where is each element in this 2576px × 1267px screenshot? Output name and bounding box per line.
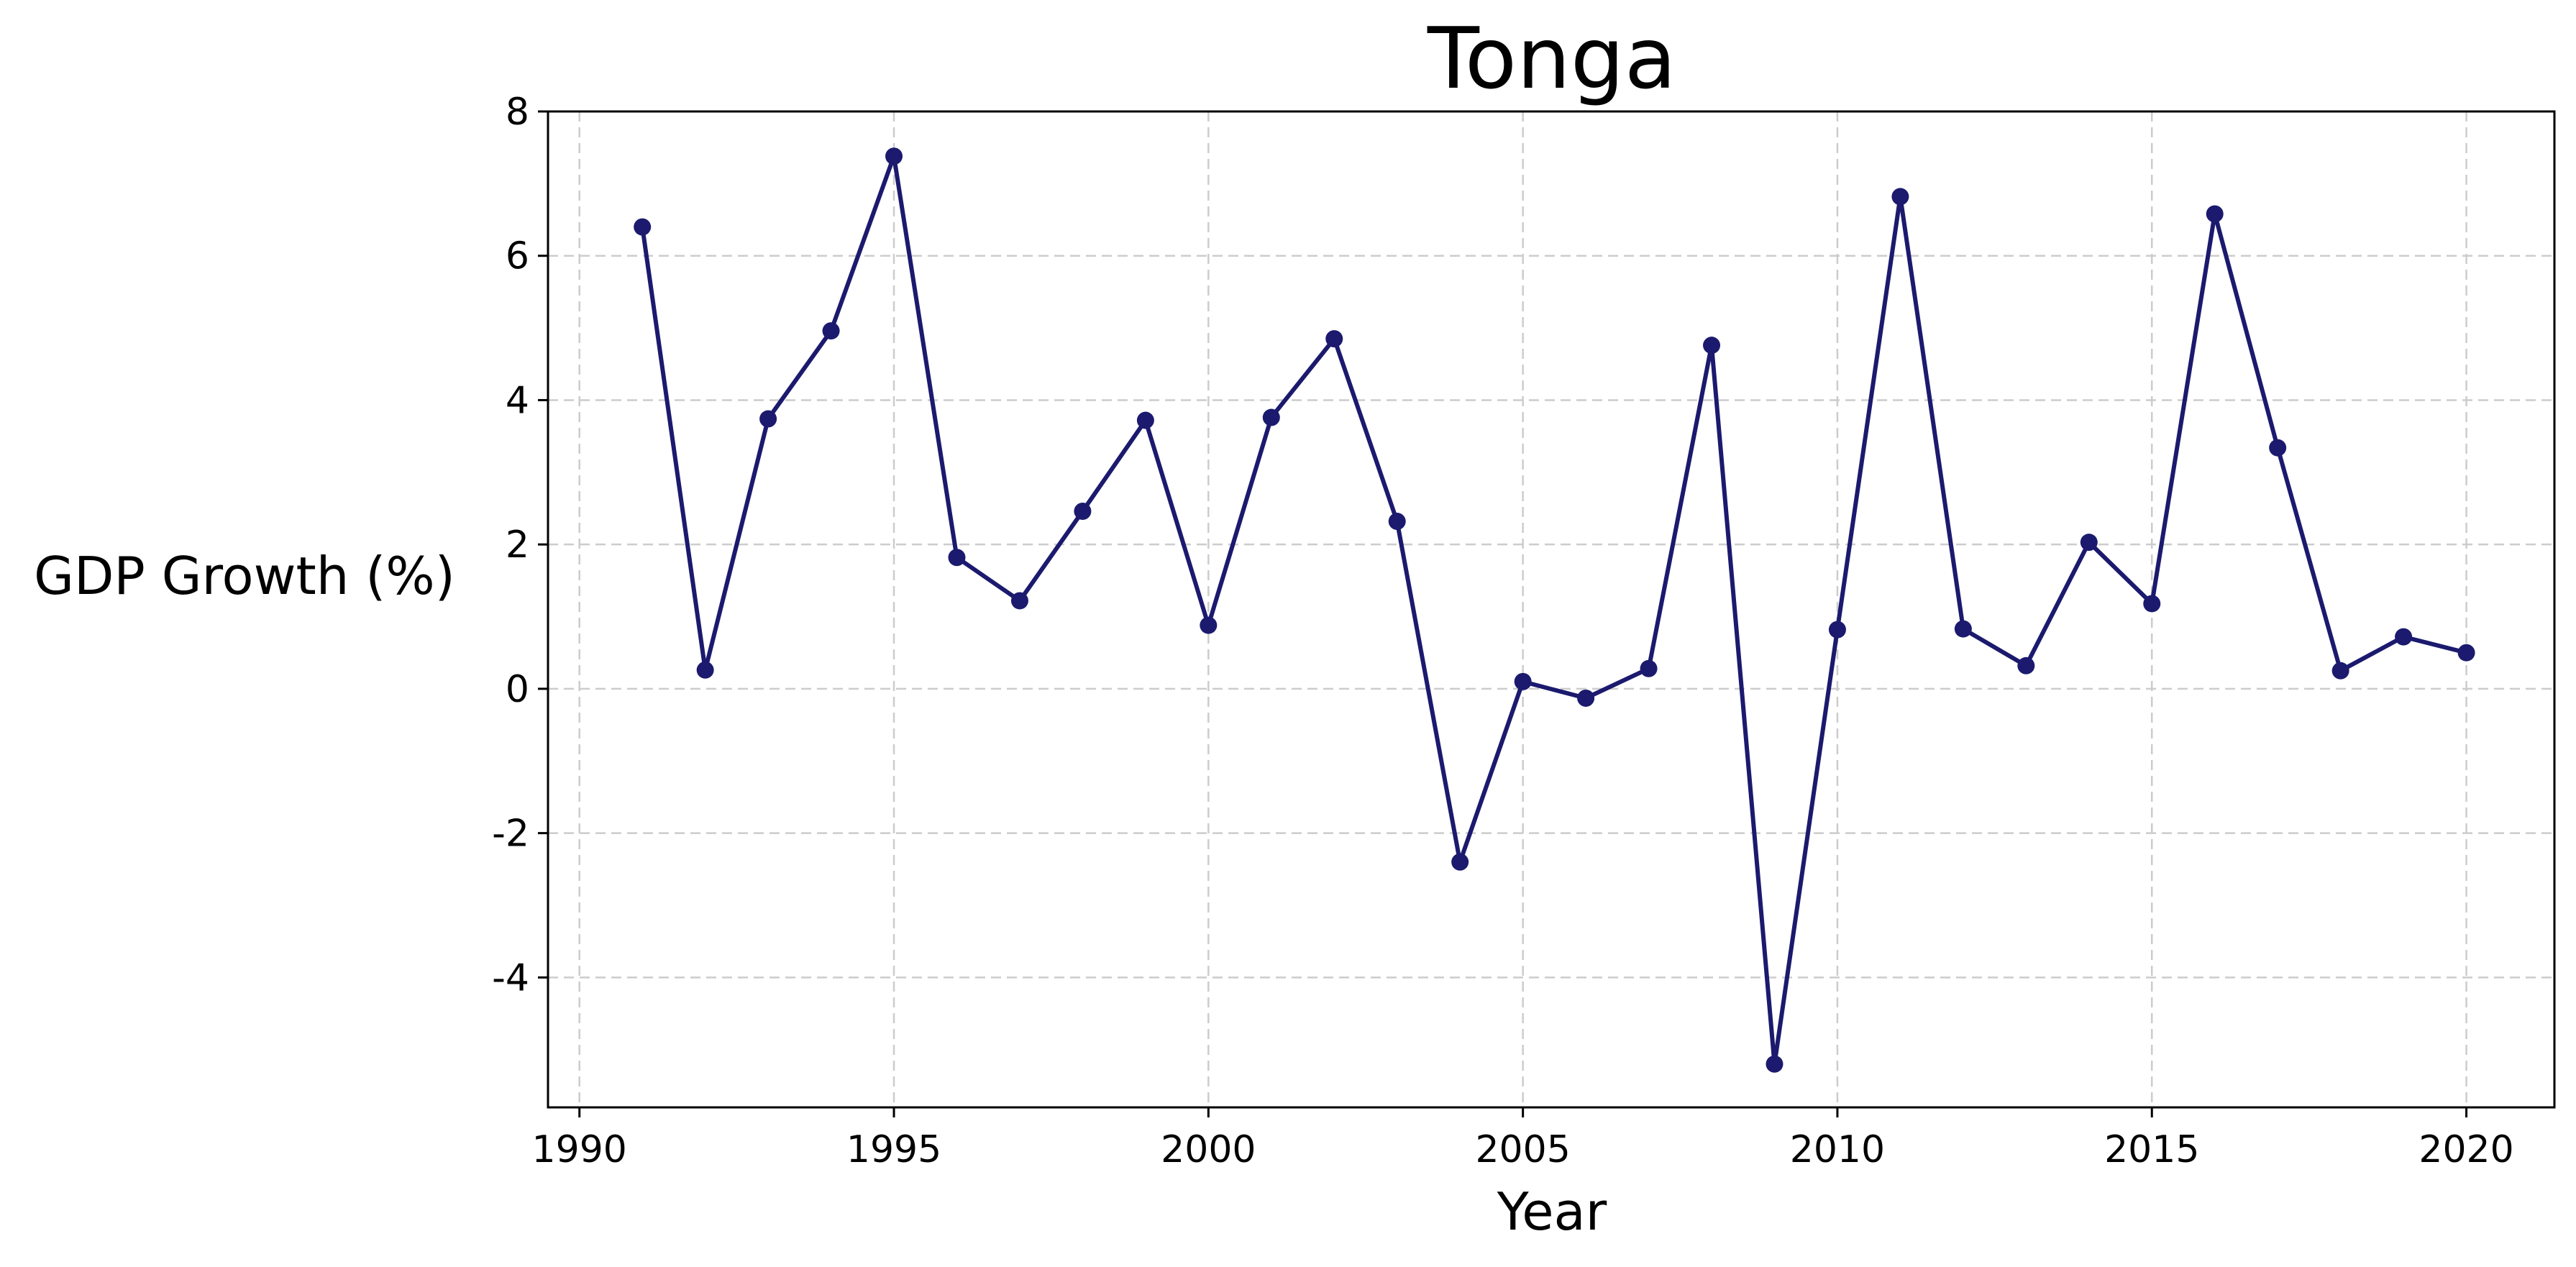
x-tick-label: 2010 xyxy=(1790,1128,1885,1171)
data-point xyxy=(759,410,777,428)
data-point xyxy=(2395,628,2413,646)
data-point xyxy=(2269,439,2287,457)
chart-title: Tonga xyxy=(1427,9,1676,108)
data-point xyxy=(1954,620,1972,638)
data-point xyxy=(696,661,714,679)
data-point xyxy=(1388,513,1406,531)
y-tick-label: 6 xyxy=(506,235,529,278)
x-tick-label: 1995 xyxy=(846,1128,941,1171)
series-layer xyxy=(634,147,2475,1073)
data-point xyxy=(1136,411,1154,429)
data-point xyxy=(2457,644,2475,662)
series-line xyxy=(640,154,2469,1066)
data-point xyxy=(2017,657,2035,674)
y-tick-label: 4 xyxy=(506,379,529,422)
y-tick-label: -2 xyxy=(492,813,529,856)
x-tick-label: 2020 xyxy=(2419,1128,2513,1171)
x-tick-label: 2000 xyxy=(1161,1128,1256,1171)
data-point xyxy=(1262,408,1280,426)
data-point xyxy=(1010,592,1028,610)
x-tick-label: 2015 xyxy=(2104,1128,2199,1171)
data-point xyxy=(1514,672,1532,690)
data-point xyxy=(1703,337,1721,355)
data-point xyxy=(1451,853,1469,871)
data-point xyxy=(822,322,840,340)
plot-frame xyxy=(547,110,2556,1109)
data-point xyxy=(2206,205,2224,223)
y-tick-label: -4 xyxy=(492,956,529,1000)
grid xyxy=(548,110,2554,1107)
data-point xyxy=(1891,188,1909,206)
y-axis-label: GDP Growth (%) xyxy=(34,546,455,606)
data-point xyxy=(1577,689,1595,707)
data-point xyxy=(1828,621,1846,639)
data-point xyxy=(2080,534,2098,552)
y-tick-label: 8 xyxy=(506,91,529,134)
x-axis-label: Year xyxy=(1497,1181,1607,1242)
data-point xyxy=(1200,616,1218,634)
x-tick-label: 2005 xyxy=(1475,1128,1570,1171)
data-point xyxy=(1766,1055,1783,1073)
data-point xyxy=(2143,595,2161,613)
y-tick-label: 2 xyxy=(506,523,529,567)
data-point xyxy=(1325,330,1343,348)
data-point xyxy=(885,147,903,165)
y-tick-label: 0 xyxy=(506,668,529,711)
axis-ticks: 1990 1995 2000 2005 2010 2015 2020 -4 -2 0 2 4 6 8 xyxy=(492,91,2514,1171)
data-point xyxy=(634,218,652,236)
x-tick-label: 1990 xyxy=(532,1128,627,1171)
data-point xyxy=(2331,662,2349,680)
data-point xyxy=(948,549,966,567)
data-point xyxy=(1640,659,1658,677)
data-point xyxy=(1074,503,1092,521)
